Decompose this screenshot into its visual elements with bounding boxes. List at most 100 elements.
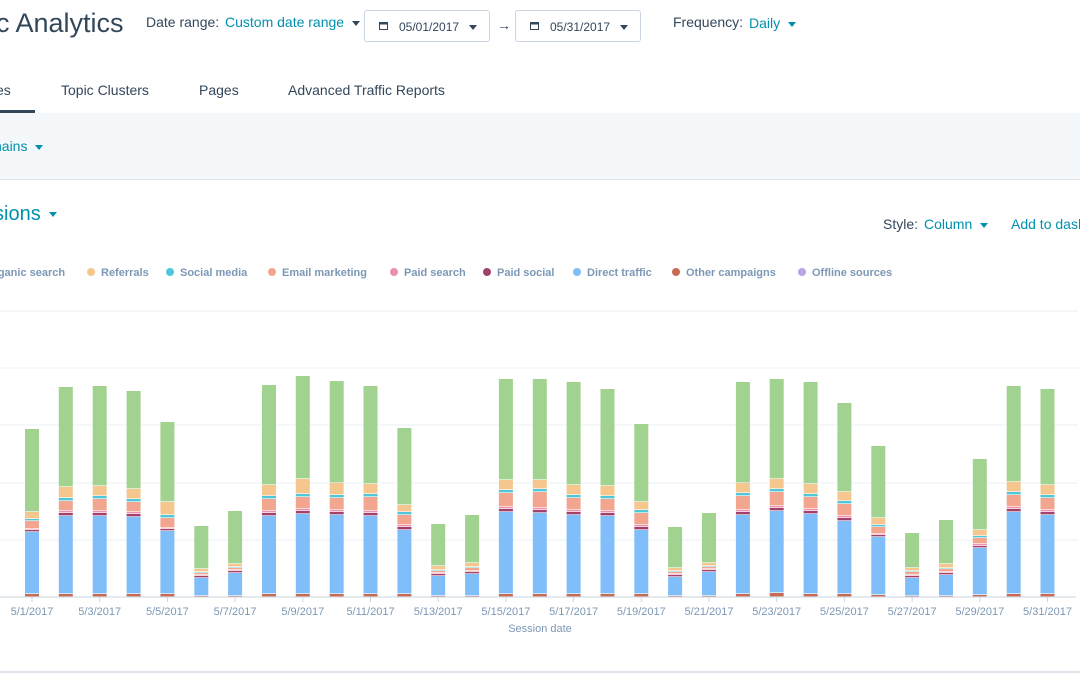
bar-segment — [1040, 498, 1055, 510]
bar-segment — [329, 483, 344, 495]
bar-segment — [126, 514, 141, 517]
x-tick-label: 5/17/2017 — [549, 606, 598, 618]
legend-item-offline-sources[interactable]: Offline sources — [798, 267, 892, 279]
bar-segment — [803, 484, 818, 494]
bar-segment — [295, 497, 310, 509]
bar-segment — [1006, 492, 1021, 495]
x-tick-label: 5/31/2017 — [1023, 606, 1072, 618]
bar-segment — [532, 480, 547, 489]
bar-segment — [769, 479, 784, 489]
bar-segment — [397, 594, 412, 597]
bar-segment — [194, 569, 209, 572]
bar-segment — [58, 498, 73, 501]
bar-segment — [58, 594, 73, 597]
active-tab-indicator — [0, 110, 35, 113]
bar-segment — [397, 512, 412, 515]
bar-segment — [1006, 386, 1021, 482]
bar-segment — [1040, 512, 1055, 515]
legend-label: Other campaigns — [686, 267, 776, 279]
bar-segment — [295, 376, 310, 479]
bar-segment — [397, 527, 412, 530]
bar-segment — [262, 499, 276, 511]
bar-segment — [532, 508, 547, 510]
bar-segment — [58, 513, 73, 516]
bar-segment — [126, 517, 141, 594]
tab-advanced-traffic-reports[interactable]: Advanced Traffic Reports — [288, 82, 445, 98]
bar-segment — [972, 459, 987, 530]
bar-segment — [498, 480, 513, 490]
bar-segment — [194, 573, 209, 575]
legend-item-social-media[interactable]: Social media — [166, 267, 247, 279]
x-tick-label: 5/9/2017 — [281, 606, 324, 618]
bar-segment — [600, 486, 615, 496]
legend-item-other-campaigns[interactable]: Other campaigns — [672, 267, 776, 279]
calendar-icon — [379, 22, 388, 30]
legend-item-organic-search[interactable]: Organic search — [0, 267, 65, 279]
bar-segment — [972, 544, 987, 546]
domains-filter-dropdown[interactable]: nains — [0, 138, 44, 154]
legend-label: Social media — [180, 267, 248, 279]
legend-dot-icon — [483, 268, 491, 277]
bar-segment — [837, 516, 852, 518]
style-dropdown[interactable]: Column — [924, 216, 989, 232]
bar-segment — [871, 525, 886, 527]
bar-segment — [702, 567, 716, 569]
bar-segment — [803, 509, 818, 511]
bar-segment — [25, 594, 39, 597]
bar-segment — [634, 513, 649, 525]
legend-dot-icon — [87, 268, 95, 277]
bar-segment — [228, 564, 243, 567]
bar-segment — [160, 594, 175, 597]
bar-segment — [498, 512, 513, 594]
bar-segment — [262, 496, 276, 499]
legend-label: Direct traffic — [587, 267, 652, 279]
bar-segment — [735, 493, 750, 496]
date-range-dropdown[interactable]: Custom date range — [225, 14, 361, 30]
bar-segment — [58, 501, 73, 511]
bar-segment — [25, 521, 39, 529]
domains-filter-label: nains — [0, 138, 28, 154]
end-date-picker[interactable]: 05/31/2017 — [515, 10, 641, 42]
bar-segment — [262, 594, 276, 597]
bar-segment — [532, 379, 547, 480]
legend-item-direct-traffic[interactable]: Direct traffic — [573, 267, 652, 279]
chevron-down-icon — [35, 144, 44, 150]
bar-segment — [769, 506, 784, 508]
legend-dot-icon — [672, 268, 680, 277]
bar-segment — [871, 537, 886, 595]
bar-segment — [566, 495, 581, 498]
bar-segment — [295, 494, 310, 497]
legend-item-paid-social[interactable]: Paid social — [483, 267, 554, 279]
bar-segment — [566, 594, 581, 597]
bar-segment — [92, 513, 107, 516]
bar-segment — [363, 594, 378, 597]
legend-item-referrals[interactable]: Referrals — [87, 267, 149, 279]
x-tick-label: 5/19/2017 — [617, 606, 666, 618]
bar-segment — [363, 386, 378, 484]
bar-segment — [837, 504, 852, 516]
bar-segment — [431, 524, 446, 566]
bar-segment — [58, 487, 73, 498]
legend-item-email-marketing[interactable]: Email marketing — [268, 267, 367, 279]
bar-segment — [262, 516, 276, 594]
legend-item-paid-search[interactable]: Paid search — [390, 267, 466, 279]
legend-label: Paid search — [404, 267, 466, 279]
bar-segment — [126, 512, 141, 514]
bar-segment — [465, 574, 480, 596]
start-date-picker[interactable]: 05/01/2017 — [364, 10, 490, 42]
bar-segment — [871, 595, 886, 597]
add-to-dashboard-link[interactable]: Add to dash — [1011, 216, 1080, 232]
bar-segment — [769, 511, 784, 593]
tab-sources[interactable]: es — [0, 82, 11, 98]
bar-segment — [397, 505, 412, 512]
bar-segment — [532, 492, 547, 508]
bar-segment — [972, 595, 987, 597]
bar-segment — [803, 594, 818, 597]
frequency-dropdown[interactable]: Daily — [749, 15, 797, 31]
tab-topic-clusters[interactable]: Topic Clusters — [61, 82, 149, 98]
bar-segment — [634, 424, 649, 502]
divider — [0, 671, 1080, 673]
bar-segment — [295, 479, 310, 494]
tab-pages[interactable]: Pages — [199, 82, 239, 98]
